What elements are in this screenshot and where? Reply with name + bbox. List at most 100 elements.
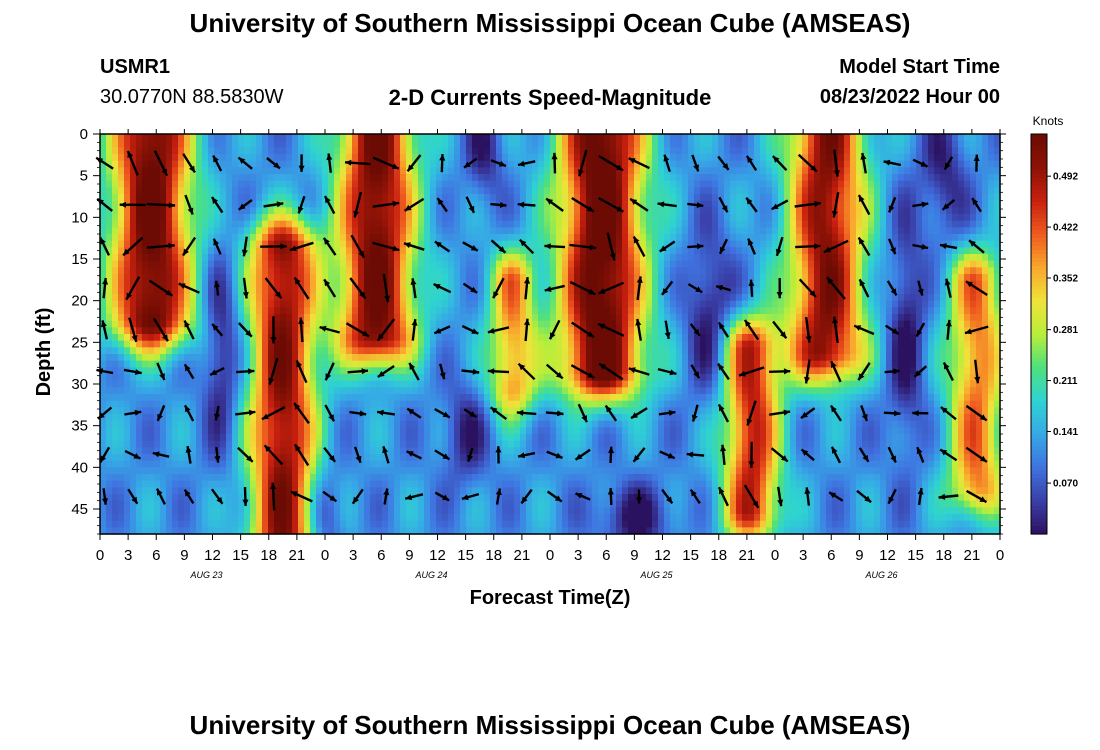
heatmap-cell — [328, 520, 335, 528]
heatmap-cell — [232, 507, 239, 515]
heatmap-cell — [136, 280, 143, 288]
heatmap-cell — [220, 354, 227, 362]
heatmap-cell — [268, 460, 275, 468]
heatmap-cell — [208, 514, 215, 522]
heatmap-cell — [400, 520, 407, 528]
heatmap-cell — [226, 487, 233, 495]
heatmap-cell — [490, 154, 497, 162]
heatmap-cell — [394, 167, 401, 175]
heatmap-cell — [508, 494, 515, 502]
heatmap-cell — [172, 460, 179, 468]
heatmap-cell — [532, 474, 539, 482]
heatmap-cell — [376, 274, 383, 282]
heatmap-cell — [268, 274, 275, 282]
heatmap-cell — [418, 520, 425, 528]
heatmap-cell — [250, 427, 257, 435]
heatmap-cell — [556, 507, 563, 515]
heatmap-cell — [196, 340, 203, 348]
heatmap-cell — [376, 347, 383, 355]
heatmap-cell — [406, 480, 413, 488]
heatmap-cell — [142, 514, 149, 522]
heatmap-cell — [106, 340, 113, 348]
heatmap-cell — [550, 467, 557, 475]
heatmap-cell — [232, 294, 239, 302]
heatmap-cell — [586, 200, 593, 208]
heatmap-cell — [334, 287, 341, 295]
heatmap-cell — [322, 314, 329, 322]
heatmap-cell — [184, 287, 191, 295]
heatmap-cell — [130, 427, 137, 435]
heatmap-cell — [232, 147, 239, 155]
heatmap-cell — [508, 207, 515, 215]
heatmap-cell — [550, 254, 557, 262]
heatmap-cell — [250, 420, 257, 428]
heatmap-cell — [550, 527, 557, 535]
heatmap-cell — [496, 180, 503, 188]
heatmap-cell — [358, 500, 365, 508]
heatmap-cell — [442, 227, 449, 235]
heatmap-cell — [400, 527, 407, 535]
heatmap-cell — [322, 454, 329, 462]
heatmap-cell — [490, 147, 497, 155]
heatmap-cell — [190, 274, 197, 282]
heatmap-cell — [394, 520, 401, 528]
heatmap-cell — [298, 507, 305, 515]
heatmap-cell — [448, 180, 455, 188]
heatmap-cell — [172, 394, 179, 402]
heatmap-cell — [112, 440, 119, 448]
heatmap-cell — [358, 334, 365, 342]
heatmap-cell — [556, 134, 563, 142]
heatmap-cell — [364, 254, 371, 262]
heatmap-cell — [220, 520, 227, 528]
heatmap-cell — [274, 300, 281, 308]
heatmap-cell — [394, 374, 401, 382]
heatmap-cell — [154, 447, 161, 455]
heatmap-cell — [508, 294, 515, 302]
heatmap-cell — [478, 187, 485, 195]
heatmap-cell — [580, 260, 587, 268]
heatmap-cell — [160, 394, 167, 402]
heatmap-cell — [148, 434, 155, 442]
heatmap-cell — [142, 340, 149, 348]
heatmap-cell — [580, 220, 587, 228]
heatmap-cell — [256, 460, 263, 468]
heatmap-cell — [484, 154, 491, 162]
heatmap-cell — [298, 234, 305, 242]
heatmap-cell — [154, 300, 161, 308]
heatmap-cell — [112, 180, 119, 188]
heatmap-cell — [250, 487, 257, 495]
heatmap-cell — [208, 267, 215, 275]
heatmap-cell — [586, 347, 593, 355]
heatmap-cell — [394, 240, 401, 248]
heatmap-cell — [364, 327, 371, 335]
heatmap-cell — [562, 447, 569, 455]
heatmap-cell — [562, 527, 569, 535]
heatmap-cell — [508, 420, 515, 428]
heatmap-cell — [448, 147, 455, 155]
heatmap-cell — [310, 474, 317, 482]
heatmap-cell — [430, 460, 437, 468]
heatmap-cell — [502, 340, 509, 348]
heatmap-cell — [538, 267, 545, 275]
heatmap-cell — [280, 300, 287, 308]
heatmap-cell — [316, 220, 323, 228]
heatmap-cell — [466, 467, 473, 475]
heatmap-cell — [196, 227, 203, 235]
heatmap-cell — [250, 220, 257, 228]
heatmap-cell — [586, 227, 593, 235]
heatmap-cell — [544, 420, 551, 428]
heatmap-cell — [154, 340, 161, 348]
heatmap-cell — [160, 227, 167, 235]
heatmap-cell — [400, 207, 407, 215]
heatmap-cell — [484, 274, 491, 282]
heatmap-cell — [424, 140, 431, 148]
heatmap-cell — [442, 247, 449, 255]
heatmap-cell — [454, 507, 461, 515]
heatmap-cell — [490, 414, 497, 422]
heatmap-cell — [430, 260, 437, 268]
heatmap-cell — [448, 420, 455, 428]
heatmap-cell — [526, 307, 533, 315]
heatmap-cell — [172, 454, 179, 462]
heatmap-cell — [100, 447, 107, 455]
heatmap-cell — [154, 527, 161, 535]
